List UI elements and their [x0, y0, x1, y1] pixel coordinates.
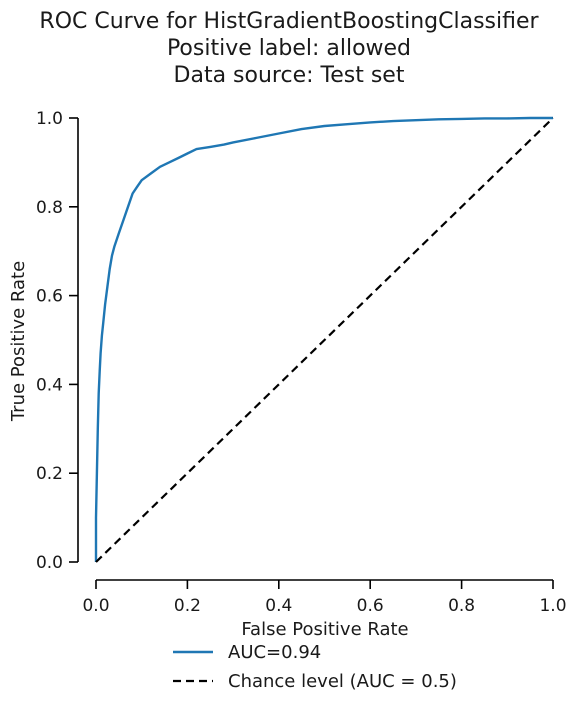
y-tick-label: 0.2 [36, 464, 63, 484]
y-tick-label: 1.0 [36, 109, 63, 129]
roc-curve-line [94, 116, 553, 562]
y-tick-label: 0.6 [36, 287, 63, 307]
legend-label-chance: Chance level (AUC = 0.5) [228, 671, 457, 692]
y-axis-label: True Positive Rate [8, 261, 29, 422]
x-tick-label: 0.6 [357, 596, 384, 616]
x-axis-label: False Positive Rate [241, 619, 408, 640]
x-tick-label: 1.0 [539, 596, 566, 616]
axes: 0.0 0.2 0.4 0.6 0.8 1.0 0.0 0.2 0.4 0.6 0.8 1.0 [36, 109, 567, 616]
chart-title-line-1: ROC Curve for HistGradientBoostingClassi… [39, 9, 539, 34]
x-tick-label: 0.0 [82, 596, 109, 616]
y-tick-label: 0.8 [36, 198, 63, 218]
y-tick-label: 0.0 [36, 553, 63, 573]
plot-lines [94, 116, 554, 563]
chance-level-line [95, 117, 554, 563]
x-tick-label: 0.4 [265, 596, 292, 616]
chart-title-line-3: Data source: Test set [174, 63, 405, 88]
chart-title-line-2: Positive label: allowed [167, 36, 411, 61]
legend: AUC=0.94 Chance level (AUC = 0.5) [173, 642, 457, 692]
y-tick-label: 0.4 [36, 375, 63, 395]
x-tick-label: 0.8 [448, 596, 475, 616]
x-tick-label: 0.2 [174, 596, 201, 616]
legend-label-roc: AUC=0.94 [228, 642, 321, 663]
